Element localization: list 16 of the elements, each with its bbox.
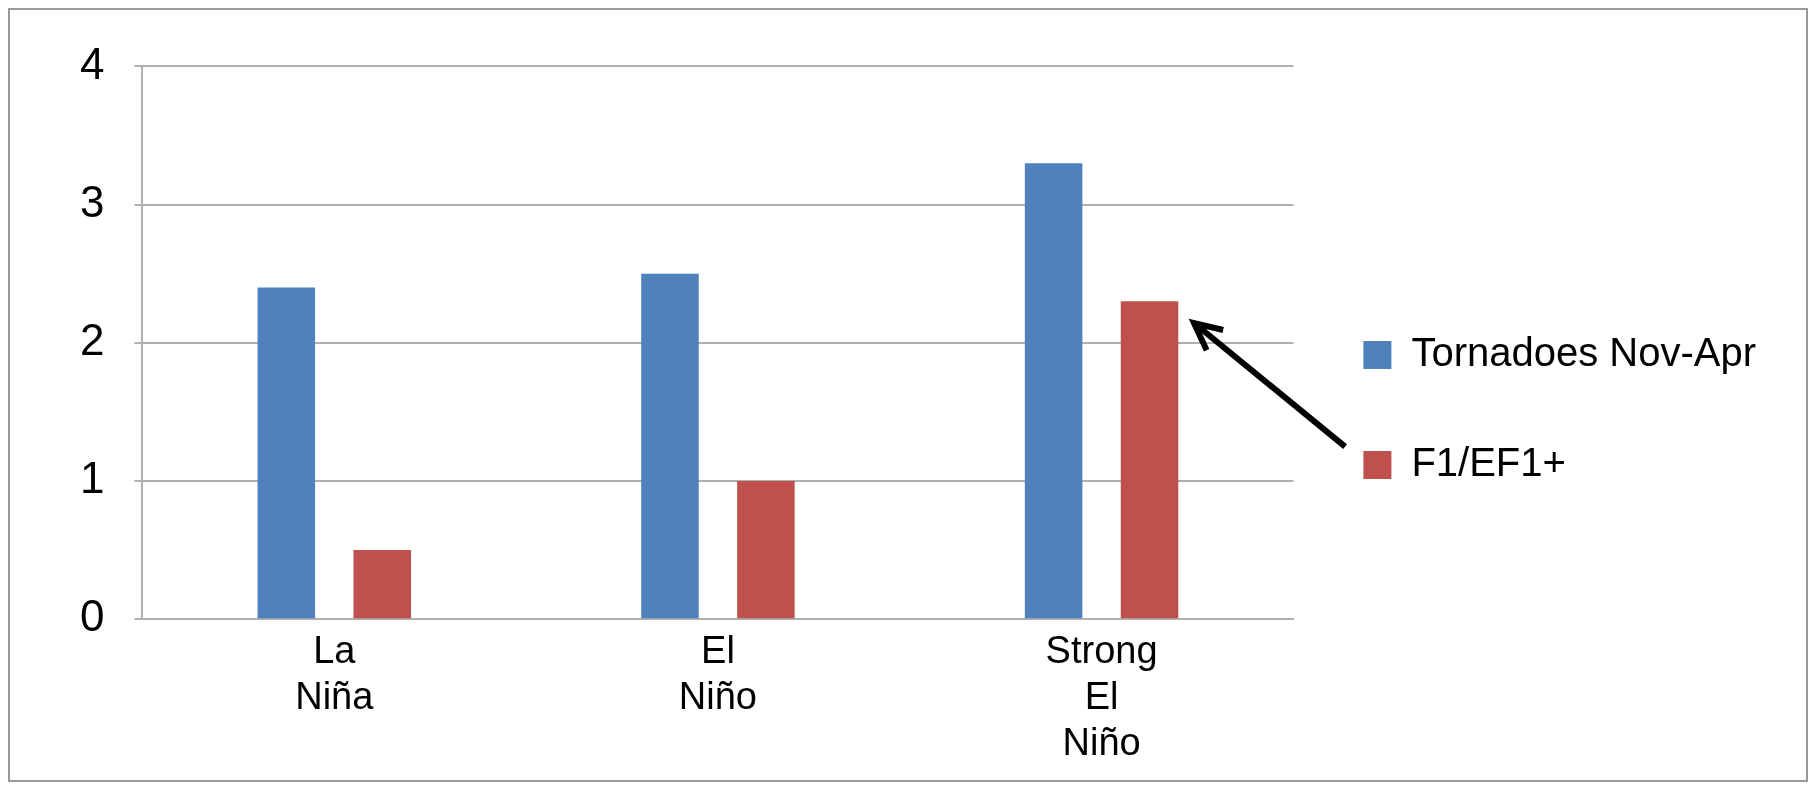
- x-tick-label: El Niño: [678, 629, 758, 718]
- legend-label: F1/EF1+: [1411, 440, 1566, 485]
- legend-label: Tornadoes Nov-Apr: [1411, 330, 1756, 375]
- bar: [1024, 163, 1083, 619]
- bar: [737, 481, 795, 619]
- y-tick-label: 1: [79, 453, 105, 503]
- y-tick-label: 4: [79, 38, 105, 88]
- x-tick-label: La Niña: [295, 629, 375, 718]
- y-tick-label: 2: [79, 314, 105, 364]
- x-tick-label: Strong El Niño: [1045, 629, 1158, 763]
- bar: [1120, 301, 1179, 619]
- bar: [257, 287, 316, 619]
- y-tick-label: 3: [79, 176, 105, 226]
- y-tick-label: 0: [79, 591, 105, 641]
- bar: [353, 550, 412, 619]
- bar: [641, 273, 699, 619]
